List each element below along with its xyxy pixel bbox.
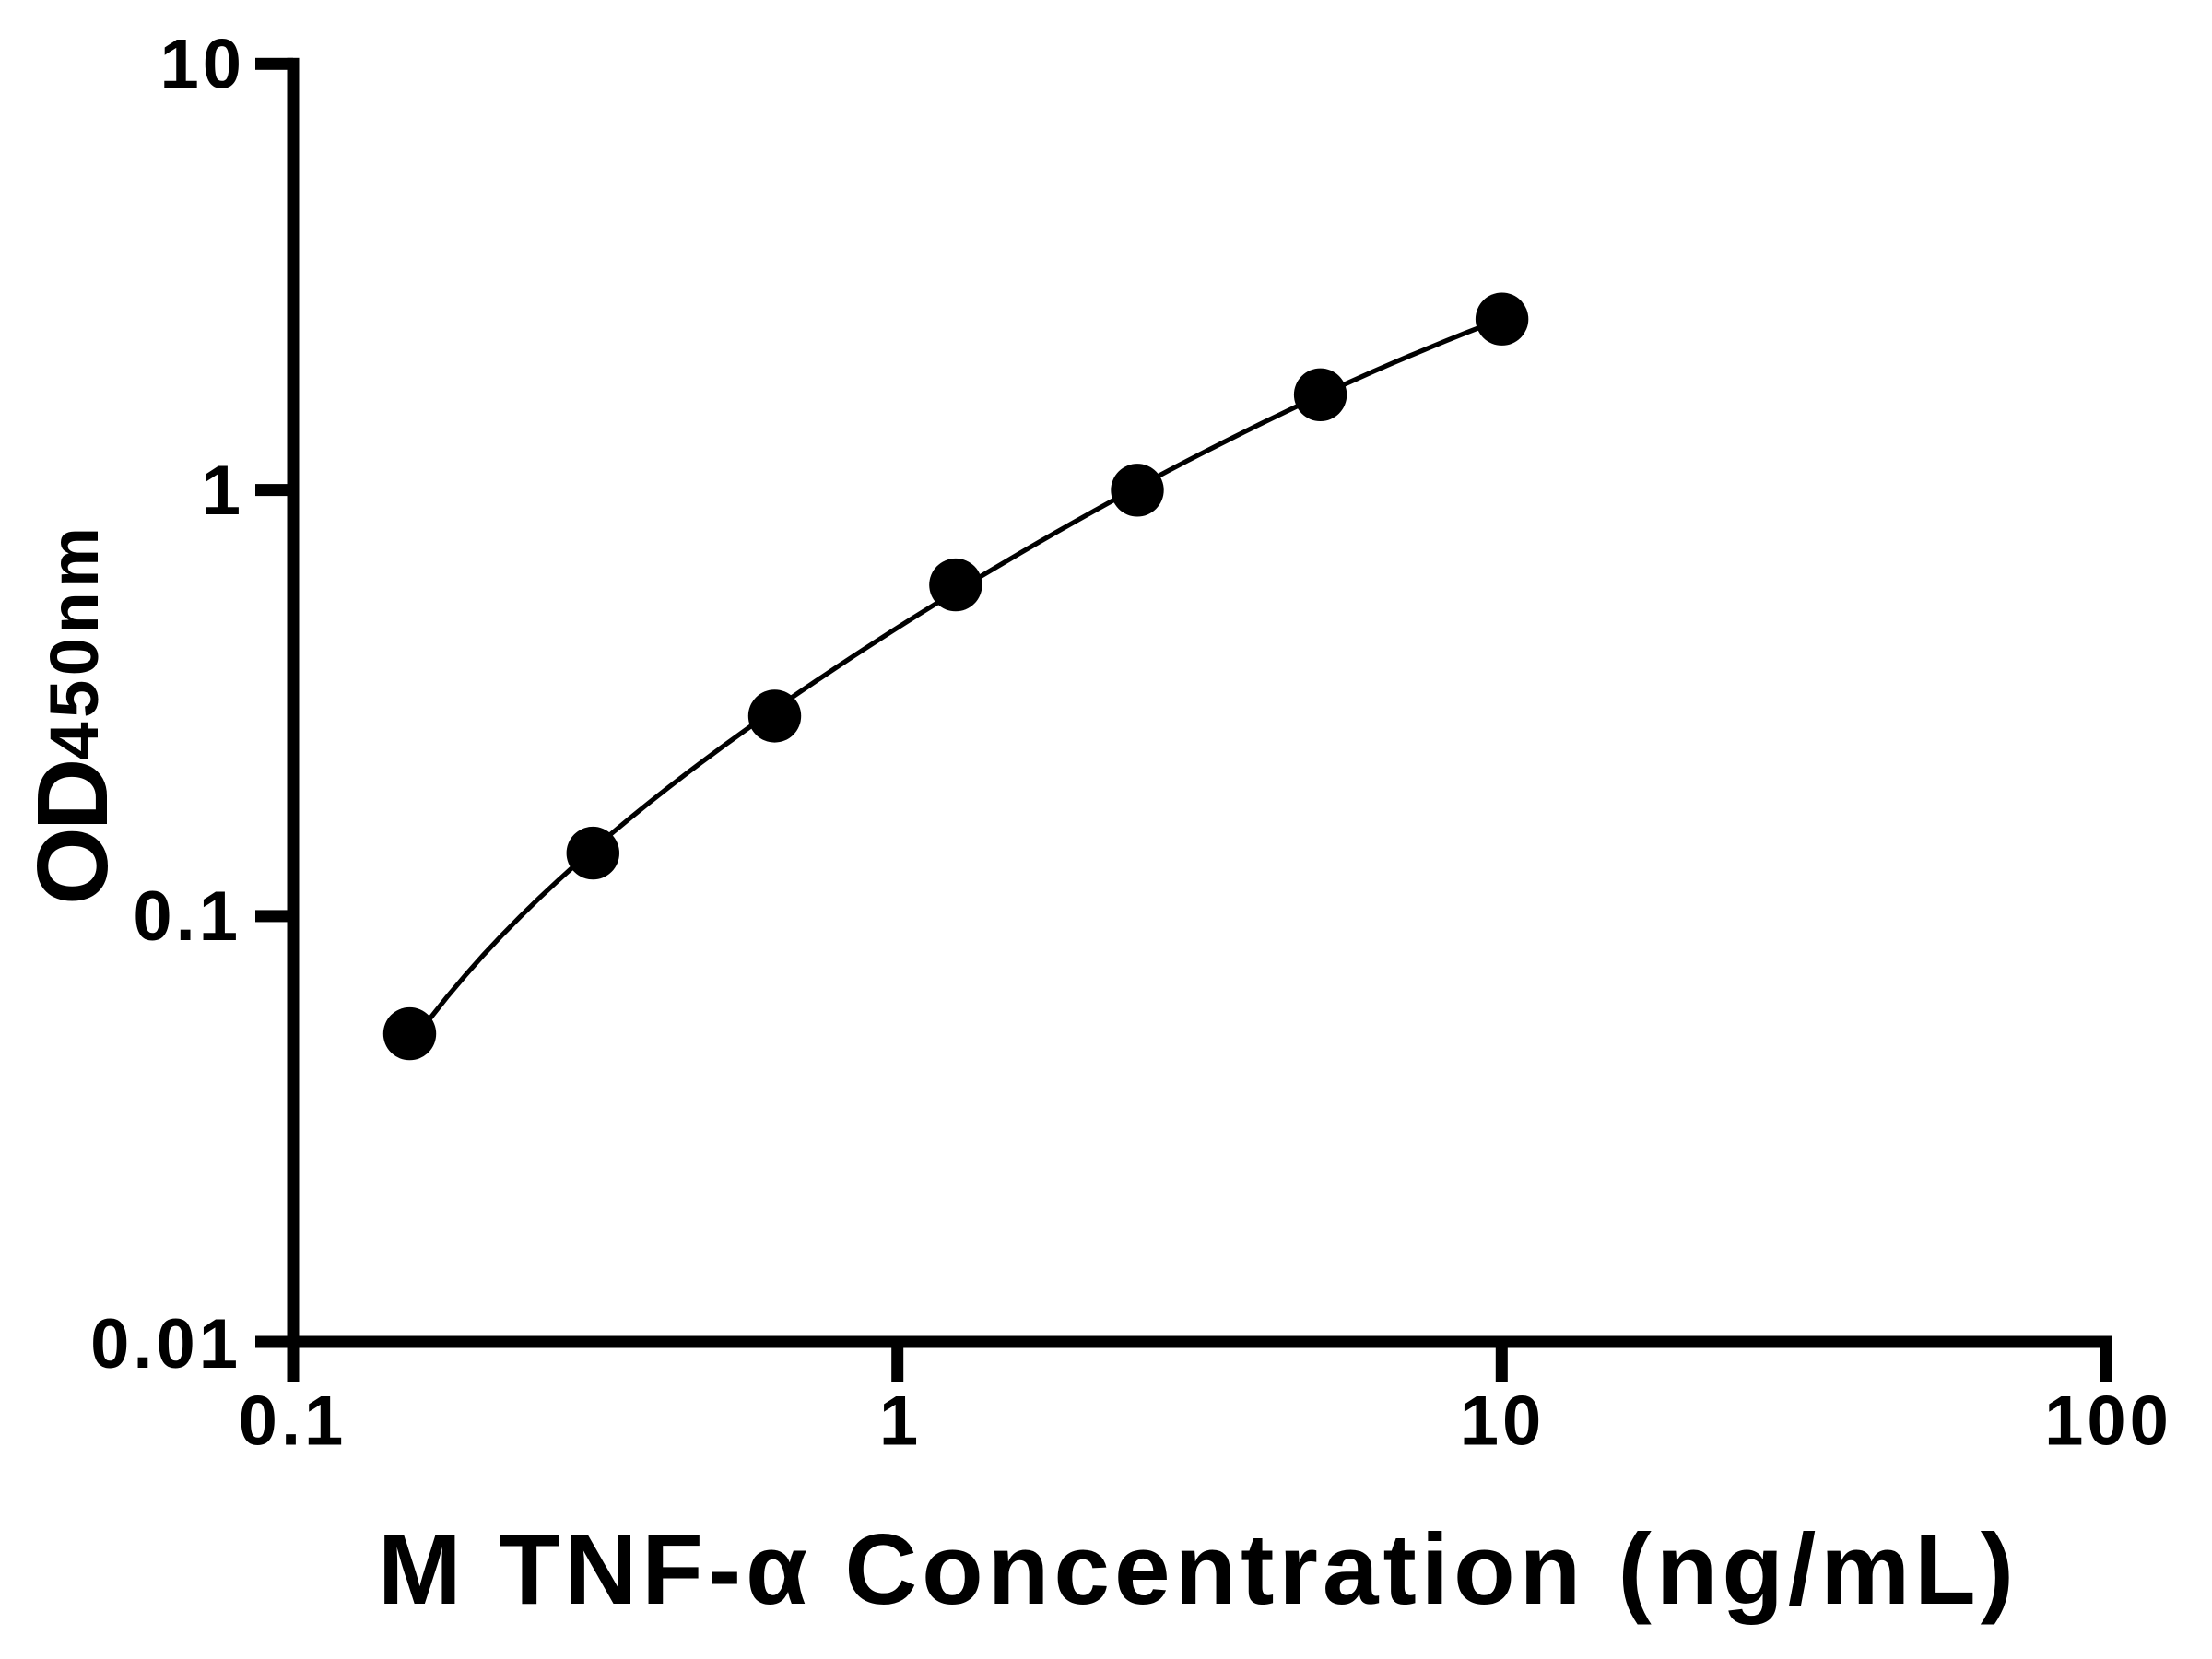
svg-text:0.1: 0.1	[239, 1382, 347, 1461]
svg-text:1: 1	[879, 1382, 922, 1461]
svg-text:OD450nm: OD450nm	[17, 524, 129, 905]
svg-text:10: 10	[1460, 1382, 1546, 1461]
svg-text:1: 1	[202, 452, 244, 530]
svg-text:0.01: 0.01	[90, 1305, 241, 1383]
svg-text:10: 10	[159, 26, 245, 104]
svg-text:0.1: 0.1	[133, 877, 241, 956]
svg-text:M TNF-α Concentration (ng/mL): M TNF-α Concentration (ng/mL)	[378, 1513, 2018, 1626]
svg-text:100: 100	[2044, 1382, 2172, 1461]
